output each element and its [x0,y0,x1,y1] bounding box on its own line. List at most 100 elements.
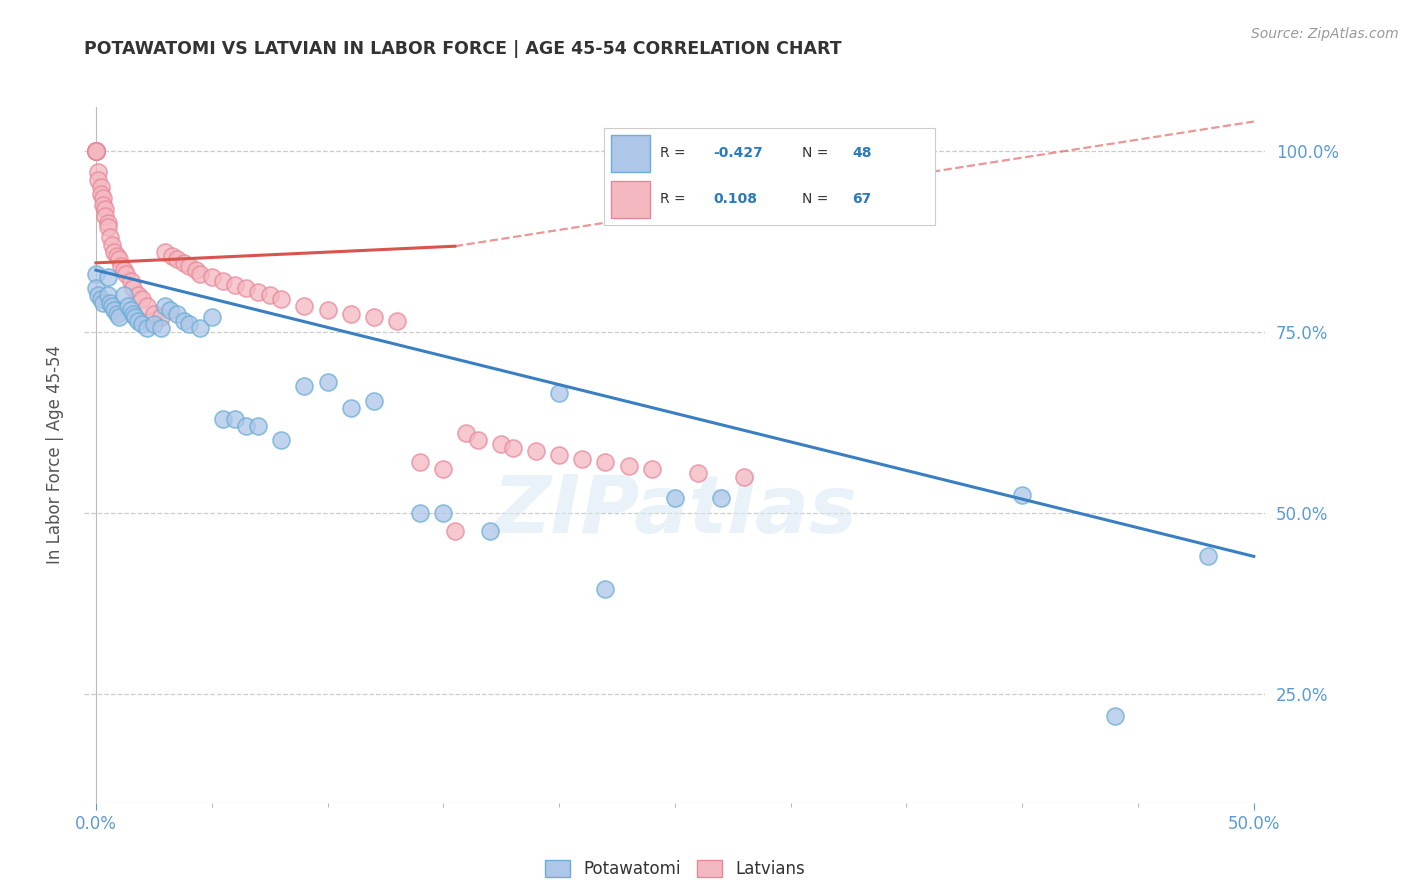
Potawatomi [96,288,118,302]
Latvians [87,172,110,186]
Potawatomi [1011,488,1033,502]
Potawatomi [173,314,195,328]
Latvians [224,277,246,292]
Potawatomi [664,491,686,506]
Latvians [432,462,454,476]
Potawatomi [105,307,128,321]
Latvians [212,274,235,288]
Potawatomi [98,295,121,310]
Latvians [84,144,107,158]
Latvians [247,285,270,299]
Latvians [84,144,107,158]
Latvians [292,299,315,313]
Latvians [94,202,117,216]
Potawatomi [103,303,125,318]
Potawatomi [1197,549,1219,564]
Latvians [101,237,124,252]
Latvians [595,455,617,469]
Latvians [155,245,177,260]
Latvians [135,299,157,313]
Potawatomi [96,270,118,285]
Latvians [84,144,107,158]
Potawatomi [166,307,188,321]
Latvians [90,187,112,202]
Latvians [641,462,664,476]
Latvians [98,230,121,244]
Latvians [502,441,524,455]
Potawatomi [91,295,114,310]
Potawatomi [87,288,110,302]
Latvians [96,219,118,234]
Potawatomi [117,299,139,313]
Potawatomi [292,379,315,393]
Latvians [122,281,145,295]
Latvians [84,144,107,158]
Potawatomi [112,288,135,302]
Latvians [127,288,149,302]
Latvians [90,179,112,194]
Latvians [363,310,385,325]
Latvians [733,469,755,483]
Potawatomi [127,314,149,328]
Potawatomi [124,310,146,325]
Latvians [105,249,128,263]
Legend: Potawatomi, Latvians: Potawatomi, Latvians [538,854,811,885]
Latvians [235,281,257,295]
Potawatomi [122,307,145,321]
Latvians [571,451,593,466]
Potawatomi [247,419,270,434]
Potawatomi [235,419,257,434]
Latvians [96,216,118,230]
Latvians [489,437,512,451]
Latvians [686,466,709,480]
Potawatomi [478,524,501,538]
Text: ZIPatlas: ZIPatlas [492,472,858,549]
Latvians [149,310,172,325]
Potawatomi [159,303,181,318]
Latvians [339,307,361,321]
Potawatomi [149,321,172,335]
Text: POTAWATOMI VS LATVIAN IN LABOR FORCE | AGE 45-54 CORRELATION CHART: POTAWATOMI VS LATVIAN IN LABOR FORCE | A… [84,40,842,58]
Potawatomi [224,411,246,425]
Potawatomi [120,303,142,318]
Latvians [94,209,117,223]
Potawatomi [339,401,361,415]
Latvians [87,165,110,179]
Latvians [84,144,107,158]
Latvians [184,263,207,277]
Latvians [142,307,165,321]
Potawatomi [131,318,153,332]
Latvians [131,292,153,306]
Latvians [173,256,195,270]
Potawatomi [177,318,200,332]
Latvians [84,144,107,158]
Latvians [201,270,224,285]
Potawatomi [548,386,571,401]
Potawatomi [710,491,733,506]
Potawatomi [90,292,112,306]
Latvians [467,434,489,448]
Latvians [112,263,135,277]
Potawatomi [212,411,235,425]
Potawatomi [1104,708,1126,723]
Potawatomi [108,310,131,325]
Potawatomi [101,299,124,313]
Potawatomi [155,299,177,313]
Latvians [103,245,125,260]
Latvians [177,260,200,274]
Latvians [91,191,114,205]
Potawatomi [142,318,165,332]
Potawatomi [432,506,454,520]
Potawatomi [316,376,339,390]
Latvians [409,455,432,469]
Text: Source: ZipAtlas.com: Source: ZipAtlas.com [1251,27,1399,41]
Potawatomi [84,267,107,281]
Latvians [84,144,107,158]
Latvians [188,267,211,281]
Latvians [456,426,478,441]
Latvians [120,274,142,288]
Latvians [259,288,281,302]
Latvians [108,252,131,267]
Latvians [617,458,640,473]
Potawatomi [84,281,107,295]
